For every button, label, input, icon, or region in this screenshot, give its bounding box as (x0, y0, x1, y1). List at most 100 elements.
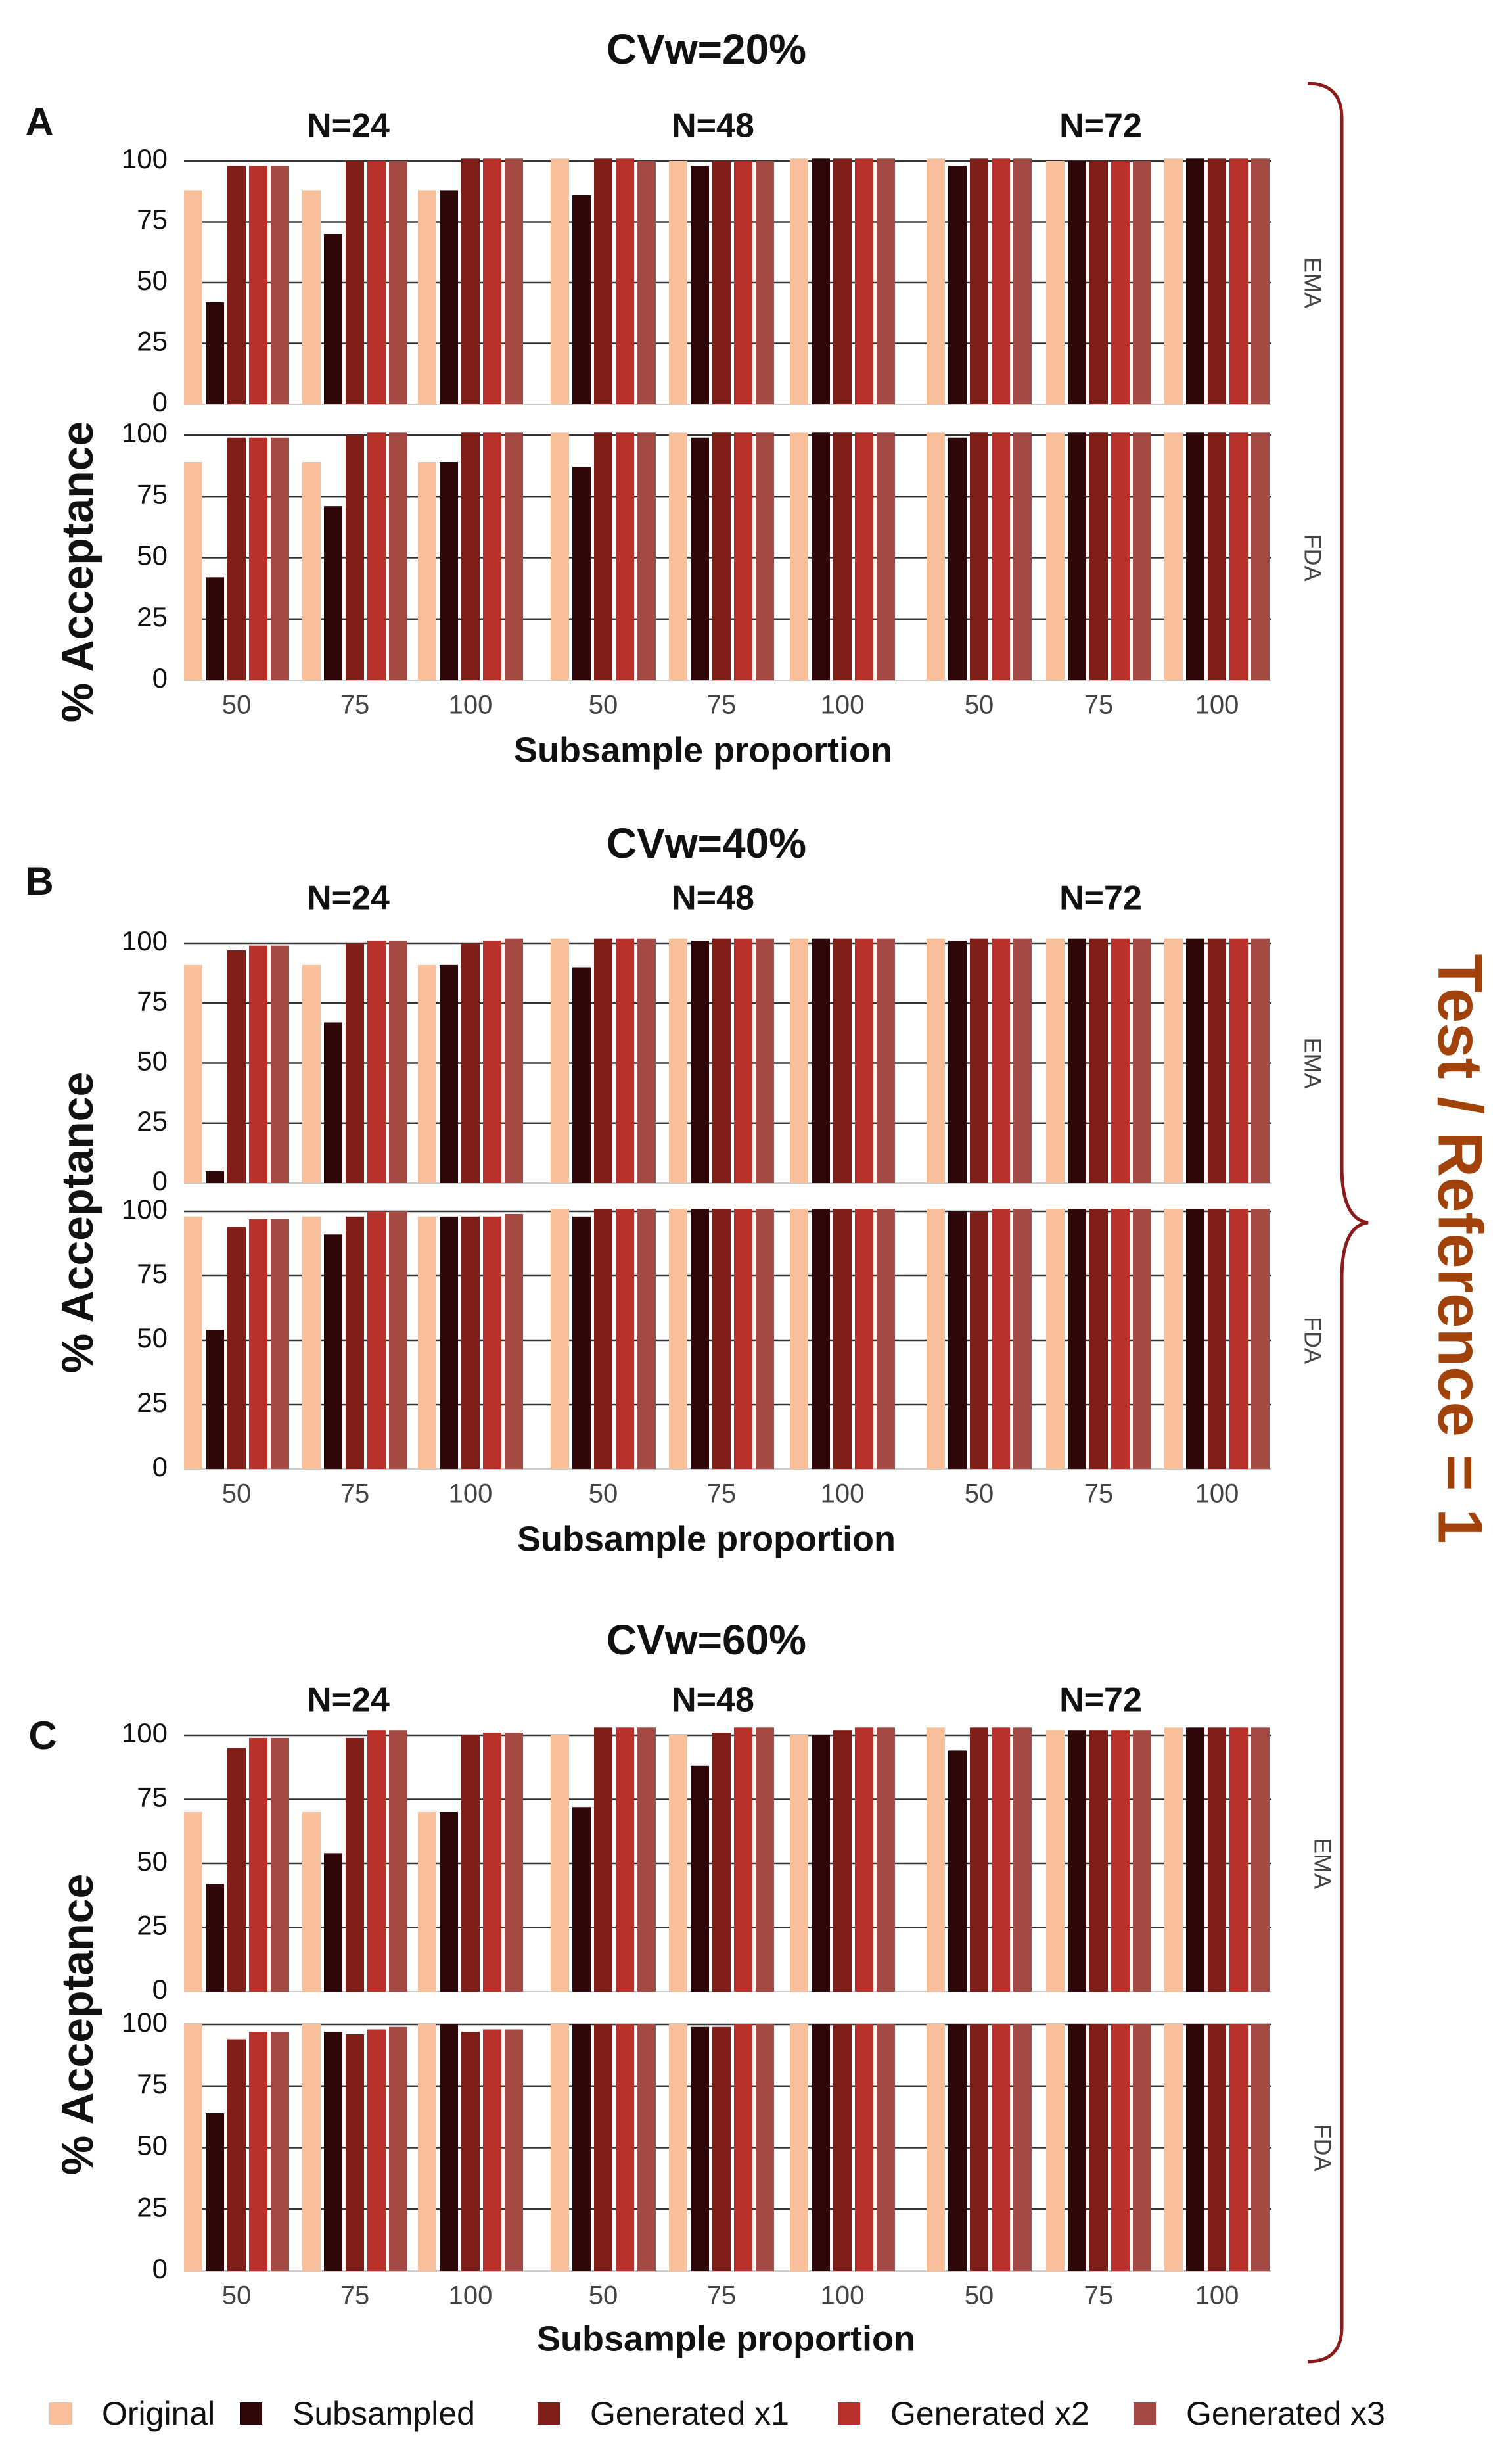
x-axis-label: Subsample proportion (537, 2319, 915, 2358)
bar-fda-n24-75-s5 (389, 1211, 407, 1469)
bar-ema-n72-100-s4 (1229, 938, 1248, 1183)
bar-ema-n48-50-s2 (572, 1807, 591, 1992)
bar-fda-n48-100-s3 (833, 1209, 852, 1469)
bar-fda-n72-100-s3 (1208, 1209, 1226, 1469)
x-tick-label: 100 (449, 2281, 493, 2310)
bar-fda-n24-50-s4 (249, 2032, 267, 2271)
bar-fda-n72-100-s2 (1186, 2024, 1204, 2271)
bar-fda-n48-100-s2 (812, 1209, 830, 1469)
bar-fda-n48-100-s5 (877, 2024, 895, 2271)
y-tick-label: 50 (137, 1046, 168, 1077)
bar-ema-n72-75-s1 (1046, 938, 1065, 1183)
bar-fda-n24-75-s3 (346, 2034, 364, 2271)
y-tick-label: 25 (137, 601, 168, 632)
bar-ema-n72-75-s4 (1111, 1730, 1130, 1992)
bar-ema-n72-50-s4 (992, 158, 1010, 405)
bar-ema-n72-50-s2 (948, 941, 967, 1183)
bar-ema-n48-50-s1 (551, 938, 569, 1183)
x-tick-label: 75 (1084, 1480, 1114, 1508)
bar-ema-n24-50-s3 (227, 1748, 246, 1992)
bar-ema-n48-75-s3 (712, 1733, 731, 1992)
bar-ema-n48-50-s4 (616, 938, 634, 1183)
bar-fda-n48-75-s5 (756, 2024, 774, 2271)
bar-fda-n72-100-s3 (1208, 432, 1226, 680)
bar-fda-n72-50-s4 (992, 432, 1010, 680)
y-tick-label: 75 (137, 1258, 168, 1289)
x-tick-label: 100 (449, 691, 493, 720)
bar-fda-n48-75-s3 (712, 432, 731, 680)
bar-ema-n24-75-s2 (324, 1022, 342, 1183)
bar-ema-n72-50-s2 (948, 1750, 967, 1992)
bar-fda-n48-100-s4 (855, 2024, 873, 2271)
bar-ema-n24-75-s5 (389, 941, 407, 1183)
y-tick-label: 75 (137, 1782, 168, 1813)
legend-label: Generated x1 (590, 2395, 789, 2432)
facet-column-label: N=72 (1059, 107, 1142, 145)
bar-fda-n72-50-s1 (927, 432, 945, 680)
bar-ema-n72-75-s5 (1133, 161, 1151, 404)
x-tick-label: 75 (707, 1480, 737, 1508)
bar-ema-n72-50-s5 (1013, 158, 1032, 405)
bar-fda-n24-50-s4 (249, 437, 267, 680)
bar-fda-n48-50-s5 (637, 1209, 656, 1469)
bar-fda-n24-100-s4 (483, 1216, 501, 1469)
bar-ema-n48-75-s5 (756, 938, 774, 1183)
bar-fda-n48-75-s3 (712, 1209, 731, 1469)
bar-fda-n72-50-s2 (948, 437, 967, 680)
bar-fda-n24-100-s2 (440, 1216, 458, 1469)
bar-ema-n48-100-s4 (855, 938, 873, 1183)
legend-swatch (49, 2402, 72, 2425)
bar-ema-n72-50-s1 (927, 1727, 945, 1992)
bar-fda-n72-100-s3 (1208, 2024, 1226, 2271)
bar-ema-n72-75-s4 (1111, 161, 1130, 404)
bar-ema-n48-75-s2 (691, 1765, 709, 1992)
panel-letter: B (25, 859, 53, 903)
bar-ema-n48-50-s4 (616, 1727, 634, 1992)
x-tick-label: 50 (965, 691, 994, 720)
bar-fda-n72-100-s1 (1164, 1209, 1183, 1469)
bar-fda-n48-50-s1 (551, 1209, 569, 1469)
bar-ema-n72-75-s2 (1068, 161, 1086, 404)
bar-ema-n48-75-s4 (734, 161, 752, 404)
y-tick-label: 100 (122, 2007, 168, 2038)
legend-swatch (1134, 2402, 1156, 2425)
bar-fda-n24-100-s1 (418, 1216, 436, 1469)
bar-fda-n48-50-s2 (572, 467, 591, 680)
bar-fda-n48-75-s2 (691, 1209, 709, 1469)
x-tick-label: 100 (821, 2281, 865, 2310)
bar-ema-n24-75-s3 (346, 161, 364, 404)
bar-ema-n48-100-s5 (877, 938, 895, 1183)
bar-ema-n48-75-s4 (734, 938, 752, 1183)
bar-fda-n48-100-s2 (812, 432, 830, 680)
bar-fda-n24-100-s3 (461, 432, 480, 680)
panel-a: CVw=20% A N=24 N=48 N=72 % Acceptance Subsampl… (25, 26, 1326, 770)
y-axis-label: % Acceptance (53, 1874, 103, 2176)
bar-ema-n72-50-s3 (970, 1727, 988, 1992)
x-tick-label: 75 (707, 691, 737, 720)
bar-ema-n48-100-s4 (855, 1727, 873, 1992)
x-tick-label: 50 (222, 691, 252, 720)
facet-row-label: EMA (1309, 1838, 1336, 1889)
bar-ema-n72-100-s3 (1208, 158, 1226, 405)
panel-title: CVw=40% (607, 820, 806, 867)
y-tick-label: 0 (152, 1165, 168, 1196)
bar-fda-n72-50-s5 (1013, 2024, 1032, 2271)
y-axis-label: % Acceptance (53, 421, 103, 723)
bar-ema-n48-100-s4 (855, 158, 873, 405)
y-axis-label: % Acceptance (53, 1072, 103, 1374)
bar-ema-n72-50-s1 (927, 938, 945, 1183)
bar-fda-n24-100-s1 (418, 462, 436, 680)
bar-ema-n48-50-s1 (551, 1735, 569, 1992)
bar-ema-n72-100-s2 (1186, 158, 1204, 405)
y-tick-label: 25 (137, 1387, 168, 1418)
bar-fda-n72-75-s2 (1068, 2024, 1086, 2271)
y-tick-label: 100 (122, 1717, 168, 1748)
panel-c: CVw=60% C N=24 N=48 N=72 % Acceptance Subsampl… (28, 1616, 1336, 2358)
bar-fda-n24-50-s1 (184, 1216, 202, 1469)
bar-ema-n24-50-s1 (184, 1812, 202, 1992)
bar-ema-n48-50-s5 (637, 161, 656, 404)
bar-fda-n72-75-s1 (1046, 432, 1065, 680)
bar-fda-n72-75-s3 (1089, 2024, 1108, 2271)
bar-fda-n24-75-s3 (346, 1216, 364, 1469)
